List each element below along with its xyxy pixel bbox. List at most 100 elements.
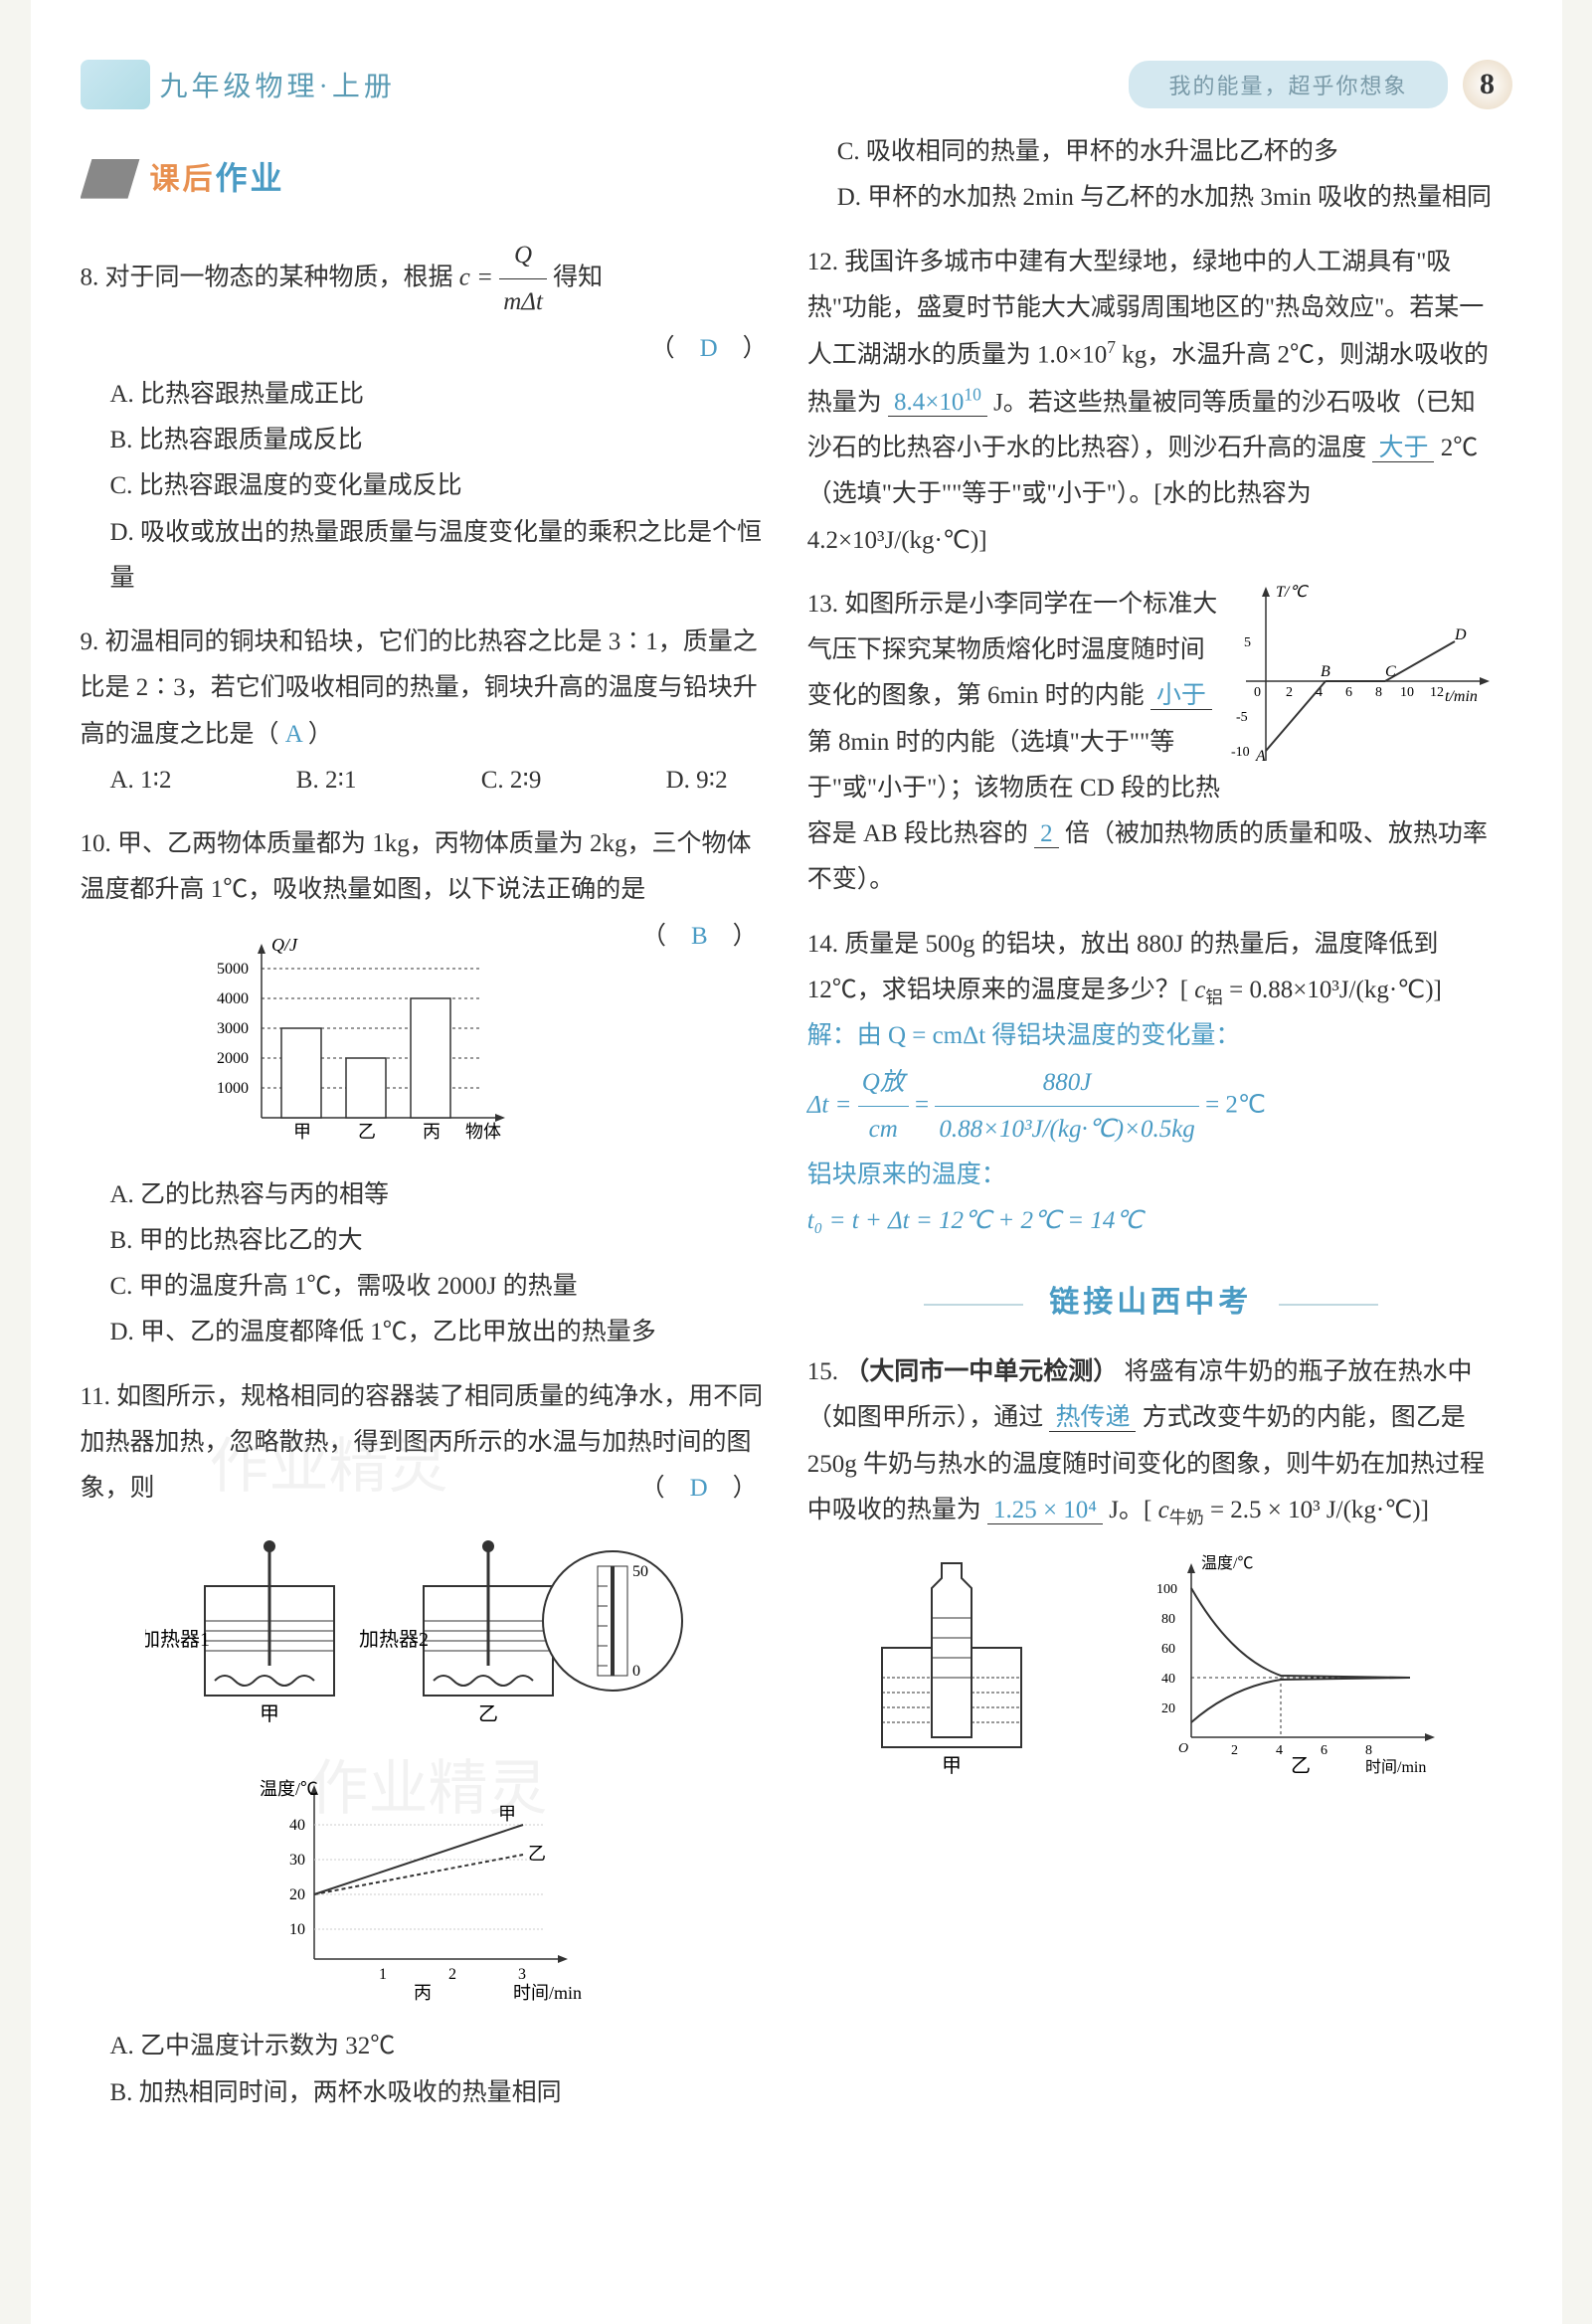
q11-optB: B. 加热相同时间，两杯水吸收的热量相同 (81, 2070, 768, 2116)
svg-text:0: 0 (632, 1663, 640, 1680)
q15-ans1: 热传递 (1049, 1404, 1136, 1432)
q9-text-end: ） (308, 721, 333, 748)
svg-text:甲: 甲 (942, 1755, 962, 1777)
header-logo-icon (81, 60, 150, 109)
q10-num: 10. (81, 830, 111, 857)
q15-bottle-svg: 甲 (852, 1548, 1051, 1787)
svg-text:时间/min: 时间/min (1365, 1758, 1426, 1776)
q14-sol3: 铝块原来的温度： (807, 1153, 1495, 1198)
q8-frac-den: mΔt (499, 279, 547, 325)
svg-text:8: 8 (1375, 685, 1382, 700)
right-column: C. 吸收相同的热量，甲杯的水升温比乙杯的多 D. 甲杯的水加热 2min 与乙… (807, 129, 1495, 2134)
svg-text:8: 8 (1365, 1743, 1372, 1758)
q8-optA: A. 比热容跟热量成正比 (81, 372, 768, 418)
svg-text:乙: 乙 (358, 1122, 376, 1142)
q12-ans1a: 8.4× (894, 389, 939, 416)
svg-text:温度/℃: 温度/℃ (260, 1779, 318, 1799)
section-exam-title: 链接山西中考 (1049, 1286, 1252, 1319)
q14-sol2-left: Δt = (807, 1091, 858, 1118)
header-left: 九年级物理·上册 (81, 60, 396, 109)
svg-text:-10: -10 (1231, 745, 1250, 760)
question-11: 11. 如图所示，规格相同的容器装了相同质量的纯净水，用不同加热器加热，忽略散热… (81, 1374, 768, 2116)
svg-text:乙: 乙 (478, 1703, 498, 1725)
svg-text:2000: 2000 (217, 1050, 249, 1067)
svg-text:-5: -5 (1236, 710, 1248, 725)
section-exam-header: 链接山西中考 (807, 1275, 1495, 1331)
q9-num: 9. (81, 628, 99, 655)
section-title-blue: 作业 (216, 160, 285, 196)
page-number: 8 (1463, 60, 1512, 109)
svg-text:乙: 乙 (528, 1844, 546, 1864)
svg-text:10: 10 (1400, 685, 1414, 700)
q12-ans1sup: 10 (964, 385, 981, 405)
q11-answer: D (690, 1475, 708, 1502)
q14-c: c (1194, 977, 1205, 1003)
svg-text:温度/℃: 温度/℃ (1201, 1554, 1253, 1572)
header-right: 我的能量，超乎你想象 8 (1129, 60, 1511, 109)
q15-num: 15. (807, 1358, 838, 1385)
q10-optA: A. 乙的比热容与丙的相等 (81, 1172, 768, 1218)
q14-text2: = 0.88×10³J/(kg·℃)] (1229, 977, 1442, 1003)
svg-text:1000: 1000 (217, 1080, 249, 1097)
section-title-orange: 课后 (150, 163, 216, 196)
q11-beaker-diagram: 加热器1 甲 加热器2 乙 (81, 1526, 768, 1755)
svg-text:加热器1: 加热器1 (145, 1628, 210, 1651)
q15-ans2: 1.25 × 10⁴ (987, 1497, 1103, 1524)
q12-ans1: 8.4×1010 (888, 389, 987, 417)
q8-optD: D. 吸收或放出的热量跟质量与温度变化量的乘积之比是个恒量 (81, 510, 768, 603)
q11-optC: C. 吸收相同的热量，甲杯的水升温比乙杯的多 (807, 129, 1495, 175)
q12-ans1b: 10 (939, 389, 964, 416)
svg-text:1: 1 (379, 1966, 387, 1983)
q14-frac2-den: 0.88×10³J/(kg·℃)×0.5kg (935, 1107, 1198, 1153)
q9-optB: B. 2∶1 (296, 758, 357, 804)
svg-text:C: C (1385, 663, 1396, 680)
q13-ans2: 2 (1034, 820, 1059, 848)
svg-text:6: 6 (1321, 1743, 1327, 1758)
q14-solution: 解：由 Q = cmΔt 得铝块温度的变化量： Δt = Q放 cm = 880… (807, 1013, 1495, 1244)
svg-text:20: 20 (289, 1886, 305, 1903)
q8-answer: D (700, 335, 718, 362)
q11-optD: D. 甲杯的水加热 2min 与乙杯的水加热 3min 吸收的热量相同 (807, 175, 1495, 221)
q14-sol2: Δt = Q放 cm = 880J 0.88×10³J/(kg·℃)×0.5kg… (807, 1060, 1495, 1154)
svg-text:2: 2 (1286, 685, 1293, 700)
svg-text:5: 5 (1244, 635, 1251, 650)
svg-text:甲: 甲 (498, 1804, 516, 1824)
svg-text:丙: 丙 (423, 1122, 441, 1142)
svg-text:Q/J: Q/J (271, 935, 298, 955)
q12-num: 12. (807, 249, 838, 275)
q14-frac2-num: 880J (935, 1060, 1198, 1107)
svg-text:40: 40 (289, 1817, 305, 1834)
left-column: 课后作业 8. 对于同一物态的某种物质，根据 c = Q mΔt 得知 （ D … (81, 129, 768, 2134)
book-stack-icon (81, 159, 140, 199)
q14-frac1-num: Q放 (858, 1060, 909, 1107)
q14-frac2: 880J 0.88×10³J/(kg·℃)×0.5kg (935, 1060, 1198, 1154)
svg-text:B: B (1321, 663, 1330, 680)
question-14: 14. 质量是 500g 的铝块，放出 880J 的热量后，温度降低到 12℃，… (807, 922, 1495, 1245)
section-homework-header: 课后作业 (81, 149, 768, 208)
q10-optC: C. 甲的温度升高 1℃，需吸收 2000J 的热量 (81, 1264, 768, 1310)
svg-text:乙: 乙 (1291, 1755, 1311, 1777)
svg-text:D: D (1454, 626, 1467, 643)
q8-text1: 对于同一物态的某种物质，根据 (105, 265, 459, 291)
q14-sol1: 解：由 Q = cmΔt 得铝块温度的变化量： (807, 1013, 1495, 1059)
q9-options: A. 1∶2 B. 2∶1 C. 2∶9 D. 9∶2 (81, 758, 768, 804)
q15-chart-svg: 温度/℃ 20 40 60 80 100 O 2 4 6 8 时间/min (1142, 1548, 1450, 1787)
q11-num: 11. (81, 1383, 110, 1410)
q14-sol2-result: = 2℃ (1205, 1091, 1266, 1118)
question-9: 9. 初温相同的铜块和铅块，它们的比热容之比是 3∶1，质量之比是 2∶3，若它… (81, 620, 768, 804)
header-tagline: 我的能量，超乎你想象 (1129, 61, 1447, 108)
svg-text:40: 40 (1161, 1672, 1175, 1687)
q9-optD: D. 9∶2 (666, 758, 728, 804)
q15-sub-milk: 牛奶 (1169, 1508, 1204, 1527)
q10-answer: B (691, 923, 708, 950)
question-13: T/℃ t/min 5 -5 -10 0 2 4 6 8 10 12 (807, 582, 1495, 904)
q15-text4: = 2.5 × 10³ J/(kg·℃)] (1210, 1497, 1429, 1523)
q10-chart-svg: Q/J 1000 2000 3000 4000 5000 (202, 929, 520, 1158)
svg-text:4: 4 (1276, 1743, 1283, 1758)
q9-text: 初温相同的铜块和铅块，它们的比热容之比是 3∶1，质量之比是 2∶3，若它们吸收… (81, 628, 758, 748)
q8-text2: 得知 (553, 265, 603, 291)
q15-figures: 甲 温度/℃ 20 40 60 80 100 O 2 (807, 1548, 1495, 1787)
page-header: 九年级物理·上册 我的能量，超乎你想象 8 (81, 60, 1512, 109)
svg-text:3000: 3000 (217, 1020, 249, 1037)
q15-text3: J。[ (1109, 1497, 1151, 1523)
